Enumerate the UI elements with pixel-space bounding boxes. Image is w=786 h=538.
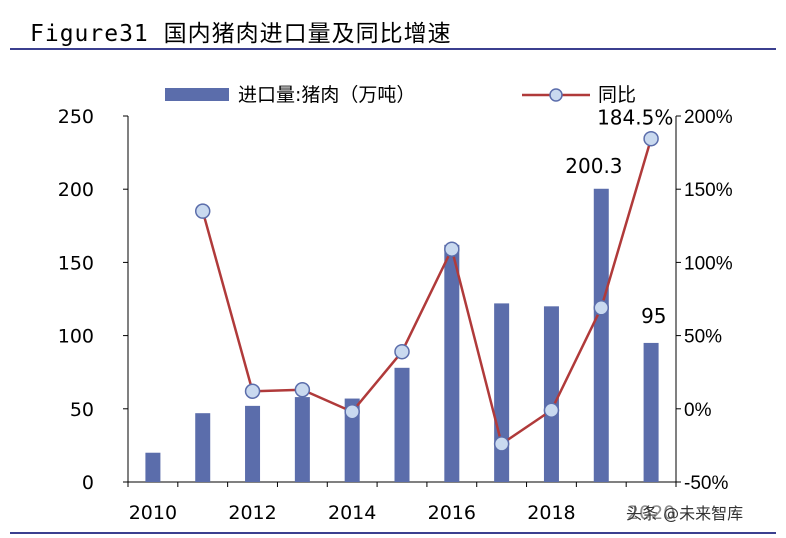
legend-bar-swatch <box>165 88 229 101</box>
bar-2011 <box>195 413 211 482</box>
right-tick-label: 100% <box>684 253 733 274</box>
bar-2018 <box>543 306 559 482</box>
yoy-point-2015 <box>394 343 410 360</box>
data-label: 200.3 <box>565 154 622 178</box>
legend: 进口量:猪肉（万吨） 同比 <box>165 84 636 106</box>
bar-2014 <box>344 398 360 482</box>
left-tick-label: 250 <box>58 106 94 128</box>
yoy-point-2019 <box>593 300 610 316</box>
yoy-line <box>201 138 653 446</box>
bar-2016 <box>444 244 460 482</box>
bar-series <box>145 188 659 482</box>
legend-label-yoy: 同比 <box>598 84 636 106</box>
bar-2017 <box>494 303 510 482</box>
bar-2019 <box>593 188 609 482</box>
yoy-point-2020 <box>643 130 659 147</box>
right-tick-label: -50% <box>684 473 728 494</box>
bar-2020 <box>643 342 659 482</box>
bar-2015 <box>394 367 410 482</box>
left-tick-label: 50 <box>70 399 94 421</box>
legend-marker <box>549 88 563 102</box>
left-tick-label: 0 <box>82 472 94 494</box>
yoy-point-2013 <box>294 382 311 398</box>
x-tick-label: 2010 <box>129 502 177 524</box>
line-series <box>194 130 659 452</box>
left-tick-label: 150 <box>58 252 94 274</box>
x-tick-label: 2012 <box>228 502 276 524</box>
left-tick-label: 200 <box>58 179 94 201</box>
annotations: 200.3 95 184.5% <box>565 106 673 328</box>
x-tick-label: 2014 <box>328 502 376 524</box>
watermark: 头条 @未来智库 <box>626 500 744 524</box>
x-tick-label: 2018 <box>527 502 575 524</box>
yoy-point-2016 <box>444 241 460 257</box>
data-label: 184.5% <box>597 106 673 130</box>
right-tick-label: 0% <box>684 400 712 421</box>
title-divider <box>10 48 776 50</box>
yoy-point-2018 <box>543 402 560 419</box>
figure-title: Figure31 国内猪肉进口量及同比增速 <box>30 21 452 47</box>
bar-2010 <box>145 452 161 482</box>
x-tick-label: 2016 <box>428 502 476 524</box>
yoy-point-2017 <box>493 436 510 452</box>
bottom-divider <box>10 532 776 534</box>
right-tick-label: 50% <box>684 327 722 348</box>
yoy-point-2014 <box>344 403 360 420</box>
data-label: 95 <box>641 304 666 328</box>
bar-2013 <box>294 397 310 482</box>
legend-label-import: 进口量:猪肉（万吨） <box>238 84 415 106</box>
bar-2012 <box>245 405 261 482</box>
yoy-point-2012 <box>244 383 261 399</box>
left-tick-label: 100 <box>58 326 94 348</box>
right-tick-label: 200% <box>684 107 733 128</box>
yoy-point-2011 <box>194 203 211 219</box>
right-tick-label: 150% <box>684 180 733 201</box>
